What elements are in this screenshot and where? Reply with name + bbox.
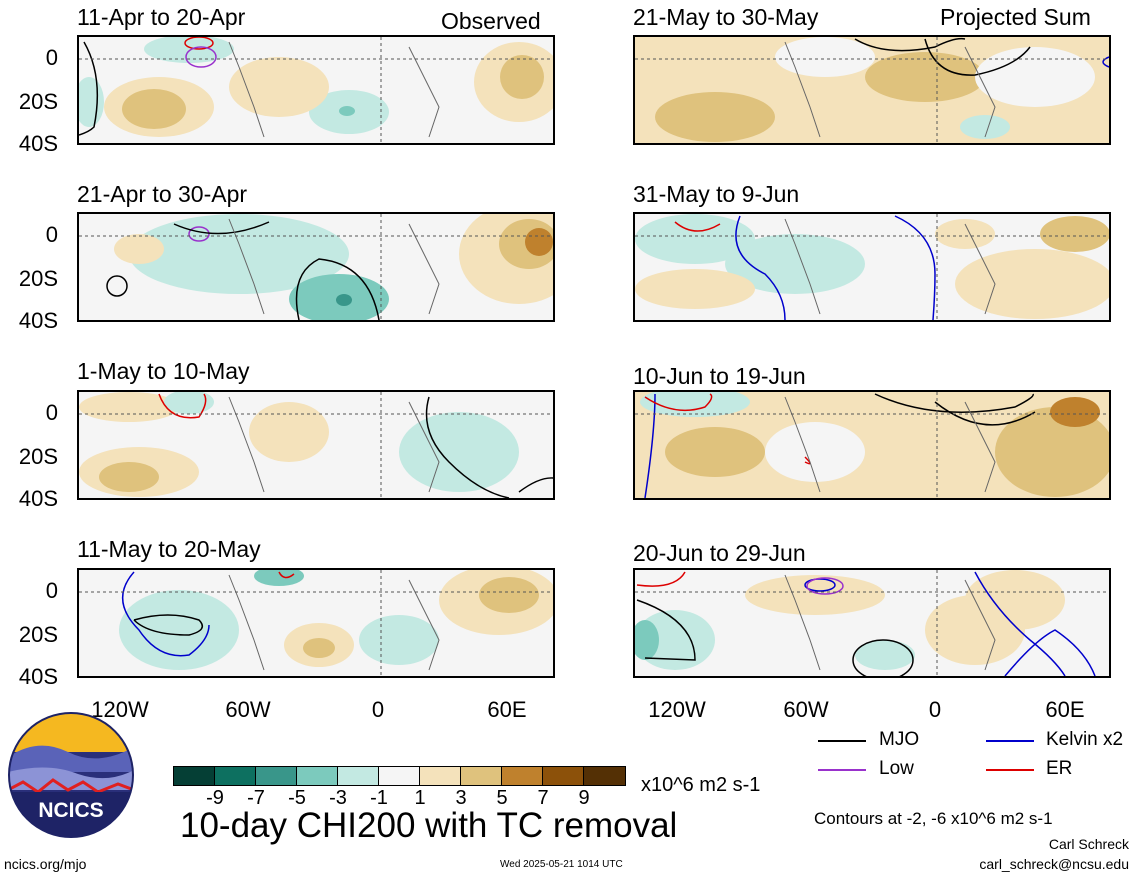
legend-er-label: ER bbox=[1046, 758, 1073, 779]
panel-title-2: 21-Apr to 30-Apr bbox=[77, 181, 248, 207]
legend-kelvin-line bbox=[986, 740, 1034, 742]
colorbar-cell bbox=[379, 767, 420, 785]
colorbar-tick-label: -9 bbox=[206, 787, 224, 809]
x-tick-120w: 120W bbox=[648, 697, 706, 722]
legend-low-line bbox=[818, 769, 866, 771]
colorbar-cell bbox=[215, 767, 256, 785]
map-panel-1 bbox=[77, 35, 555, 145]
footer-timestamp: Wed 2025-05-21 1014 UTC bbox=[500, 859, 623, 870]
colorbar-units: x10^6 m2 s-1 bbox=[641, 774, 761, 796]
colorbar-tick-label: 3 bbox=[455, 787, 467, 809]
legend-er-line bbox=[986, 769, 1034, 771]
x-tick-60w: 60W bbox=[225, 697, 271, 722]
panel-title-8: 20-Jun to 29-Jun bbox=[633, 540, 806, 566]
x-tick-60w: 60W bbox=[783, 697, 829, 722]
map-panel-2 bbox=[77, 212, 555, 322]
colorbar-tick-label: 9 bbox=[578, 787, 590, 809]
footer-email: carl_schreck@ncsu.edu bbox=[979, 856, 1129, 872]
colorbar-tick-label: -1 bbox=[370, 787, 388, 809]
colorbar bbox=[173, 766, 626, 786]
panel-title-4: 11-May to 20-May bbox=[77, 536, 261, 562]
x-tick-120w: 120W bbox=[91, 697, 149, 722]
logo-text: NCICS bbox=[38, 799, 103, 822]
y-tick-0: 0 bbox=[45, 400, 58, 425]
legend-mjo-line bbox=[818, 740, 866, 742]
colorbar-tick-label: 5 bbox=[496, 787, 508, 809]
legend-mjo-label: MJO bbox=[879, 729, 920, 750]
map-panel-8 bbox=[633, 568, 1111, 678]
map-panel-6 bbox=[633, 212, 1111, 322]
observed-label: Observed bbox=[441, 8, 541, 34]
y-tick-40s: 40S bbox=[18, 308, 58, 333]
colorbar-tick-label: 7 bbox=[537, 787, 549, 809]
colorbar-cell bbox=[338, 767, 379, 785]
colorbar-cell bbox=[584, 767, 625, 785]
map-panel-7 bbox=[633, 390, 1111, 500]
colorbar-tick-label: 1 bbox=[414, 787, 426, 809]
main-title: 10-day CHI200 with TC removal bbox=[180, 806, 678, 845]
map-panel-3 bbox=[77, 390, 555, 500]
colorbar-cell bbox=[297, 767, 338, 785]
map-panel-5 bbox=[633, 35, 1111, 145]
x-tick-0: 0 bbox=[371, 697, 385, 722]
panel-title-1: 11-Apr to 20-Apr bbox=[77, 4, 246, 30]
colorbar-tick-label: -7 bbox=[247, 787, 265, 809]
y-tick-20s: 20S bbox=[18, 444, 58, 469]
y-tick-40s: 40S bbox=[18, 664, 58, 689]
y-tick-20s: 20S bbox=[18, 266, 58, 291]
y-tick-20s: 20S bbox=[18, 89, 58, 114]
map-panel-4 bbox=[77, 568, 555, 678]
legend-kelvin-label: Kelvin x2 bbox=[1046, 729, 1124, 750]
y-tick-40s: 40S bbox=[18, 131, 58, 156]
colorbar-cell bbox=[174, 767, 215, 785]
x-tick-0: 0 bbox=[928, 697, 942, 722]
colorbar-cell bbox=[502, 767, 543, 785]
panel-title-6: 31-May to 9-Jun bbox=[633, 181, 800, 207]
x-tick-60e: 60E bbox=[1045, 697, 1085, 722]
panel-title-5: 21-May to 30-May bbox=[633, 4, 819, 30]
colorbar-tick-label: -5 bbox=[288, 787, 306, 809]
legend-low-label: Low bbox=[879, 758, 914, 779]
colorbar-cell bbox=[543, 767, 584, 785]
colorbar-tick-label: -3 bbox=[329, 787, 347, 809]
contours-note: Contours at -2, -6 x10^6 m2 s-1 bbox=[814, 809, 1053, 828]
x-tick-60e: 60E bbox=[487, 697, 527, 722]
ncics-logo: NCICS bbox=[8, 712, 134, 838]
y-tick-0: 0 bbox=[45, 578, 58, 603]
colorbar-cell bbox=[461, 767, 502, 785]
footer-url: ncics.org/mjo bbox=[4, 856, 87, 872]
y-tick-0: 0 bbox=[45, 222, 58, 247]
projected-label: Projected Sum bbox=[940, 4, 1091, 30]
y-tick-20s: 20S bbox=[18, 622, 58, 647]
panel-title-3: 1-May to 10-May bbox=[77, 358, 250, 384]
y-tick-40s: 40S bbox=[18, 486, 58, 511]
footer-author: Carl Schreck bbox=[1048, 836, 1129, 852]
panel-title-7: 10-Jun to 19-Jun bbox=[633, 363, 806, 389]
colorbar-cell bbox=[256, 767, 297, 785]
y-tick-0: 0 bbox=[45, 45, 58, 70]
colorbar-cell bbox=[420, 767, 461, 785]
